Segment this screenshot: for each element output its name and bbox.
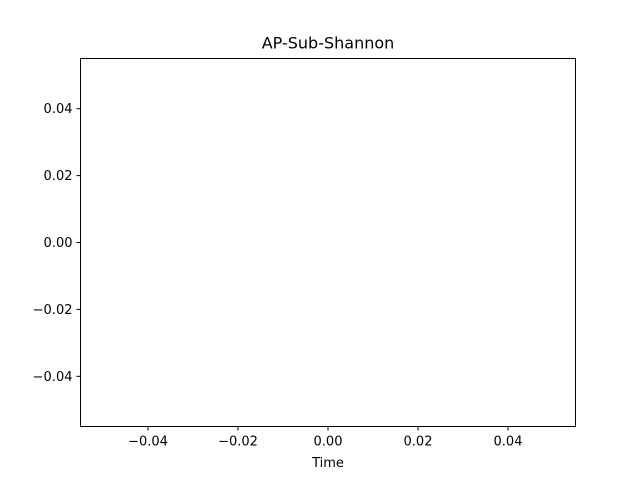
- x-axis-label: Time: [311, 456, 344, 471]
- x-tick-label: 0.04: [494, 435, 523, 450]
- y-tick-label: 0.00: [44, 236, 73, 251]
- x-tick-label: −0.04: [128, 435, 168, 450]
- y-tick-label: −0.02: [33, 303, 73, 318]
- x-tick-label: 0.00: [314, 435, 343, 450]
- y-tick-label: 0.04: [44, 102, 73, 117]
- y-tick-label: 0.02: [44, 169, 73, 184]
- y-tick-label: −0.04: [33, 370, 73, 385]
- chart-title: AP-Sub-Shannon: [262, 34, 395, 53]
- x-axis-ticks: −0.04 −0.02 0.00 0.02 0.04: [128, 426, 523, 450]
- x-tick-label: 0.02: [404, 435, 433, 450]
- plot-area-frame: [80, 58, 576, 427]
- y-axis-ticks: −0.04 −0.02 0.00 0.02 0.04: [33, 102, 81, 385]
- x-tick-label: −0.02: [218, 435, 258, 450]
